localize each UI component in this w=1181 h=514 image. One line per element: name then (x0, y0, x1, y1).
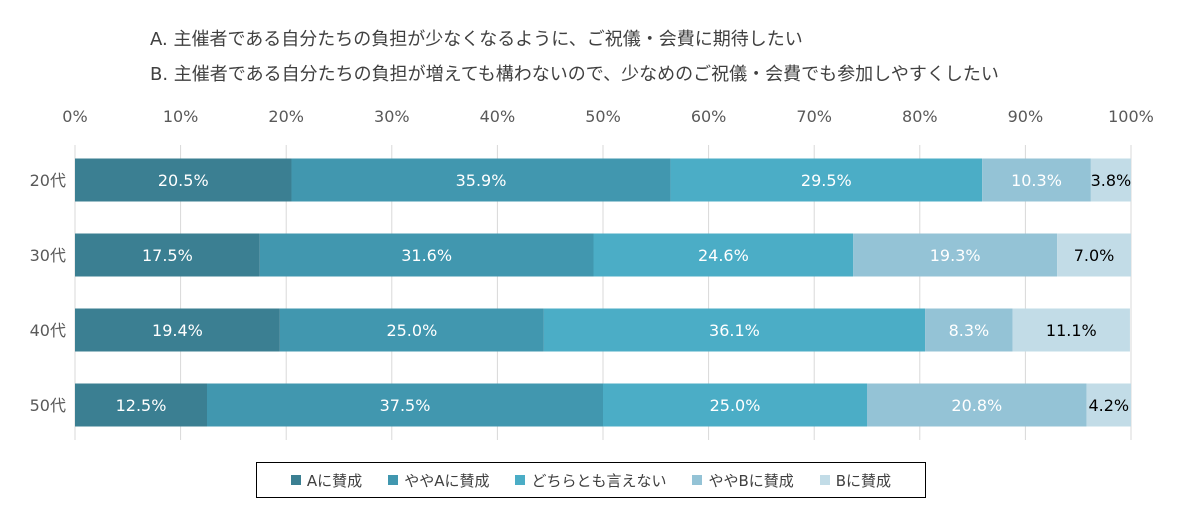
x-tick-label: 80% (902, 107, 938, 126)
data-label: 12.5% (116, 396, 167, 415)
bar-segment (982, 158, 1091, 202)
data-label: 25.0% (386, 321, 437, 340)
legend-label: Aに賛成 (306, 471, 363, 490)
data-label: 20.8% (951, 396, 1002, 415)
bar-segment (603, 383, 867, 427)
data-label: 8.3% (949, 321, 990, 340)
bar-segment (593, 233, 854, 277)
x-tick-label: 60% (691, 107, 727, 126)
legend-swatch (515, 475, 526, 485)
data-label: 36.1% (709, 321, 760, 340)
x-tick-label: 100% (1108, 107, 1154, 126)
legend-swatch (819, 475, 830, 485)
legend-item: Bに賛成 (819, 470, 892, 491)
legend-item: どちらとも言えない (515, 470, 666, 491)
data-label: 10.3% (1011, 171, 1062, 190)
legend-item: ややBに賛成 (692, 470, 794, 491)
data-label: 19.3% (930, 246, 981, 265)
bar-segment (670, 158, 983, 202)
legend-swatch (388, 475, 399, 485)
bar-segment (543, 308, 926, 352)
data-label: 7.0% (1074, 246, 1115, 265)
legend-swatch (692, 475, 703, 485)
bar-segment (853, 233, 1058, 277)
x-tick-label: 0% (62, 107, 87, 126)
category-label: 20代 (30, 171, 66, 190)
x-tick-label: 10% (163, 107, 199, 126)
data-label: 24.6% (698, 246, 749, 265)
category-label: 40代 (30, 321, 66, 340)
bar-segment (75, 383, 207, 427)
bar-segment (1090, 158, 1131, 202)
legend-label: どちらとも言えない (531, 471, 667, 490)
legend-label: Bに賛成 (835, 471, 892, 490)
category-label: 30代 (30, 246, 66, 265)
legend-item: Aに賛成 (290, 470, 363, 491)
data-label: 4.2% (1088, 396, 1129, 415)
data-label: 3.8% (1091, 171, 1132, 190)
bar-segment (75, 233, 260, 277)
definition-b: B. 主催者である自分たちの負担が増えても構わないので、少なめのご祝儀・会費でも… (150, 64, 999, 85)
data-label: 31.6% (401, 246, 452, 265)
data-label: 29.5% (801, 171, 852, 190)
bar-segment (925, 308, 1013, 352)
bar-segment (867, 383, 1087, 427)
bar-segment (1057, 233, 1131, 277)
legend-label: ややBに賛成 (708, 471, 794, 490)
legend: Aに賛成 ややAに賛成 どちらとも言えない ややBに賛成 Bに賛成 (256, 462, 926, 498)
x-tick-label: 40% (480, 107, 516, 126)
definition-a: A. 主催者である自分たちの負担が少なくなるように、ご祝儀・会費に期待したい (150, 29, 803, 50)
legend-item: ややAに賛成 (388, 470, 489, 491)
data-label: 17.5% (142, 246, 193, 265)
legend-swatch (290, 475, 301, 485)
x-tick-label: 30% (374, 107, 410, 126)
bar-segment (207, 383, 603, 427)
data-label: 37.5% (380, 396, 431, 415)
bar-segment (75, 158, 292, 202)
x-tick-label: 20% (268, 107, 304, 126)
x-tick-label: 90% (1008, 107, 1044, 126)
legend-label: ややAに賛成 (404, 471, 490, 490)
bar-segment (279, 308, 544, 352)
data-label: 25.0% (710, 396, 761, 415)
bar-segment (291, 158, 671, 202)
x-tick-label: 50% (585, 107, 621, 126)
data-label: 19.4% (152, 321, 203, 340)
x-tick-label: 70% (796, 107, 832, 126)
bar-segment (1086, 383, 1131, 427)
bar-segment (1012, 308, 1130, 352)
bar-segment (259, 233, 594, 277)
data-label: 20.5% (158, 171, 209, 190)
category-label: 50代 (30, 396, 66, 415)
data-label: 11.1% (1046, 321, 1097, 340)
bar-segment (75, 308, 280, 352)
data-label: 35.9% (456, 171, 507, 190)
